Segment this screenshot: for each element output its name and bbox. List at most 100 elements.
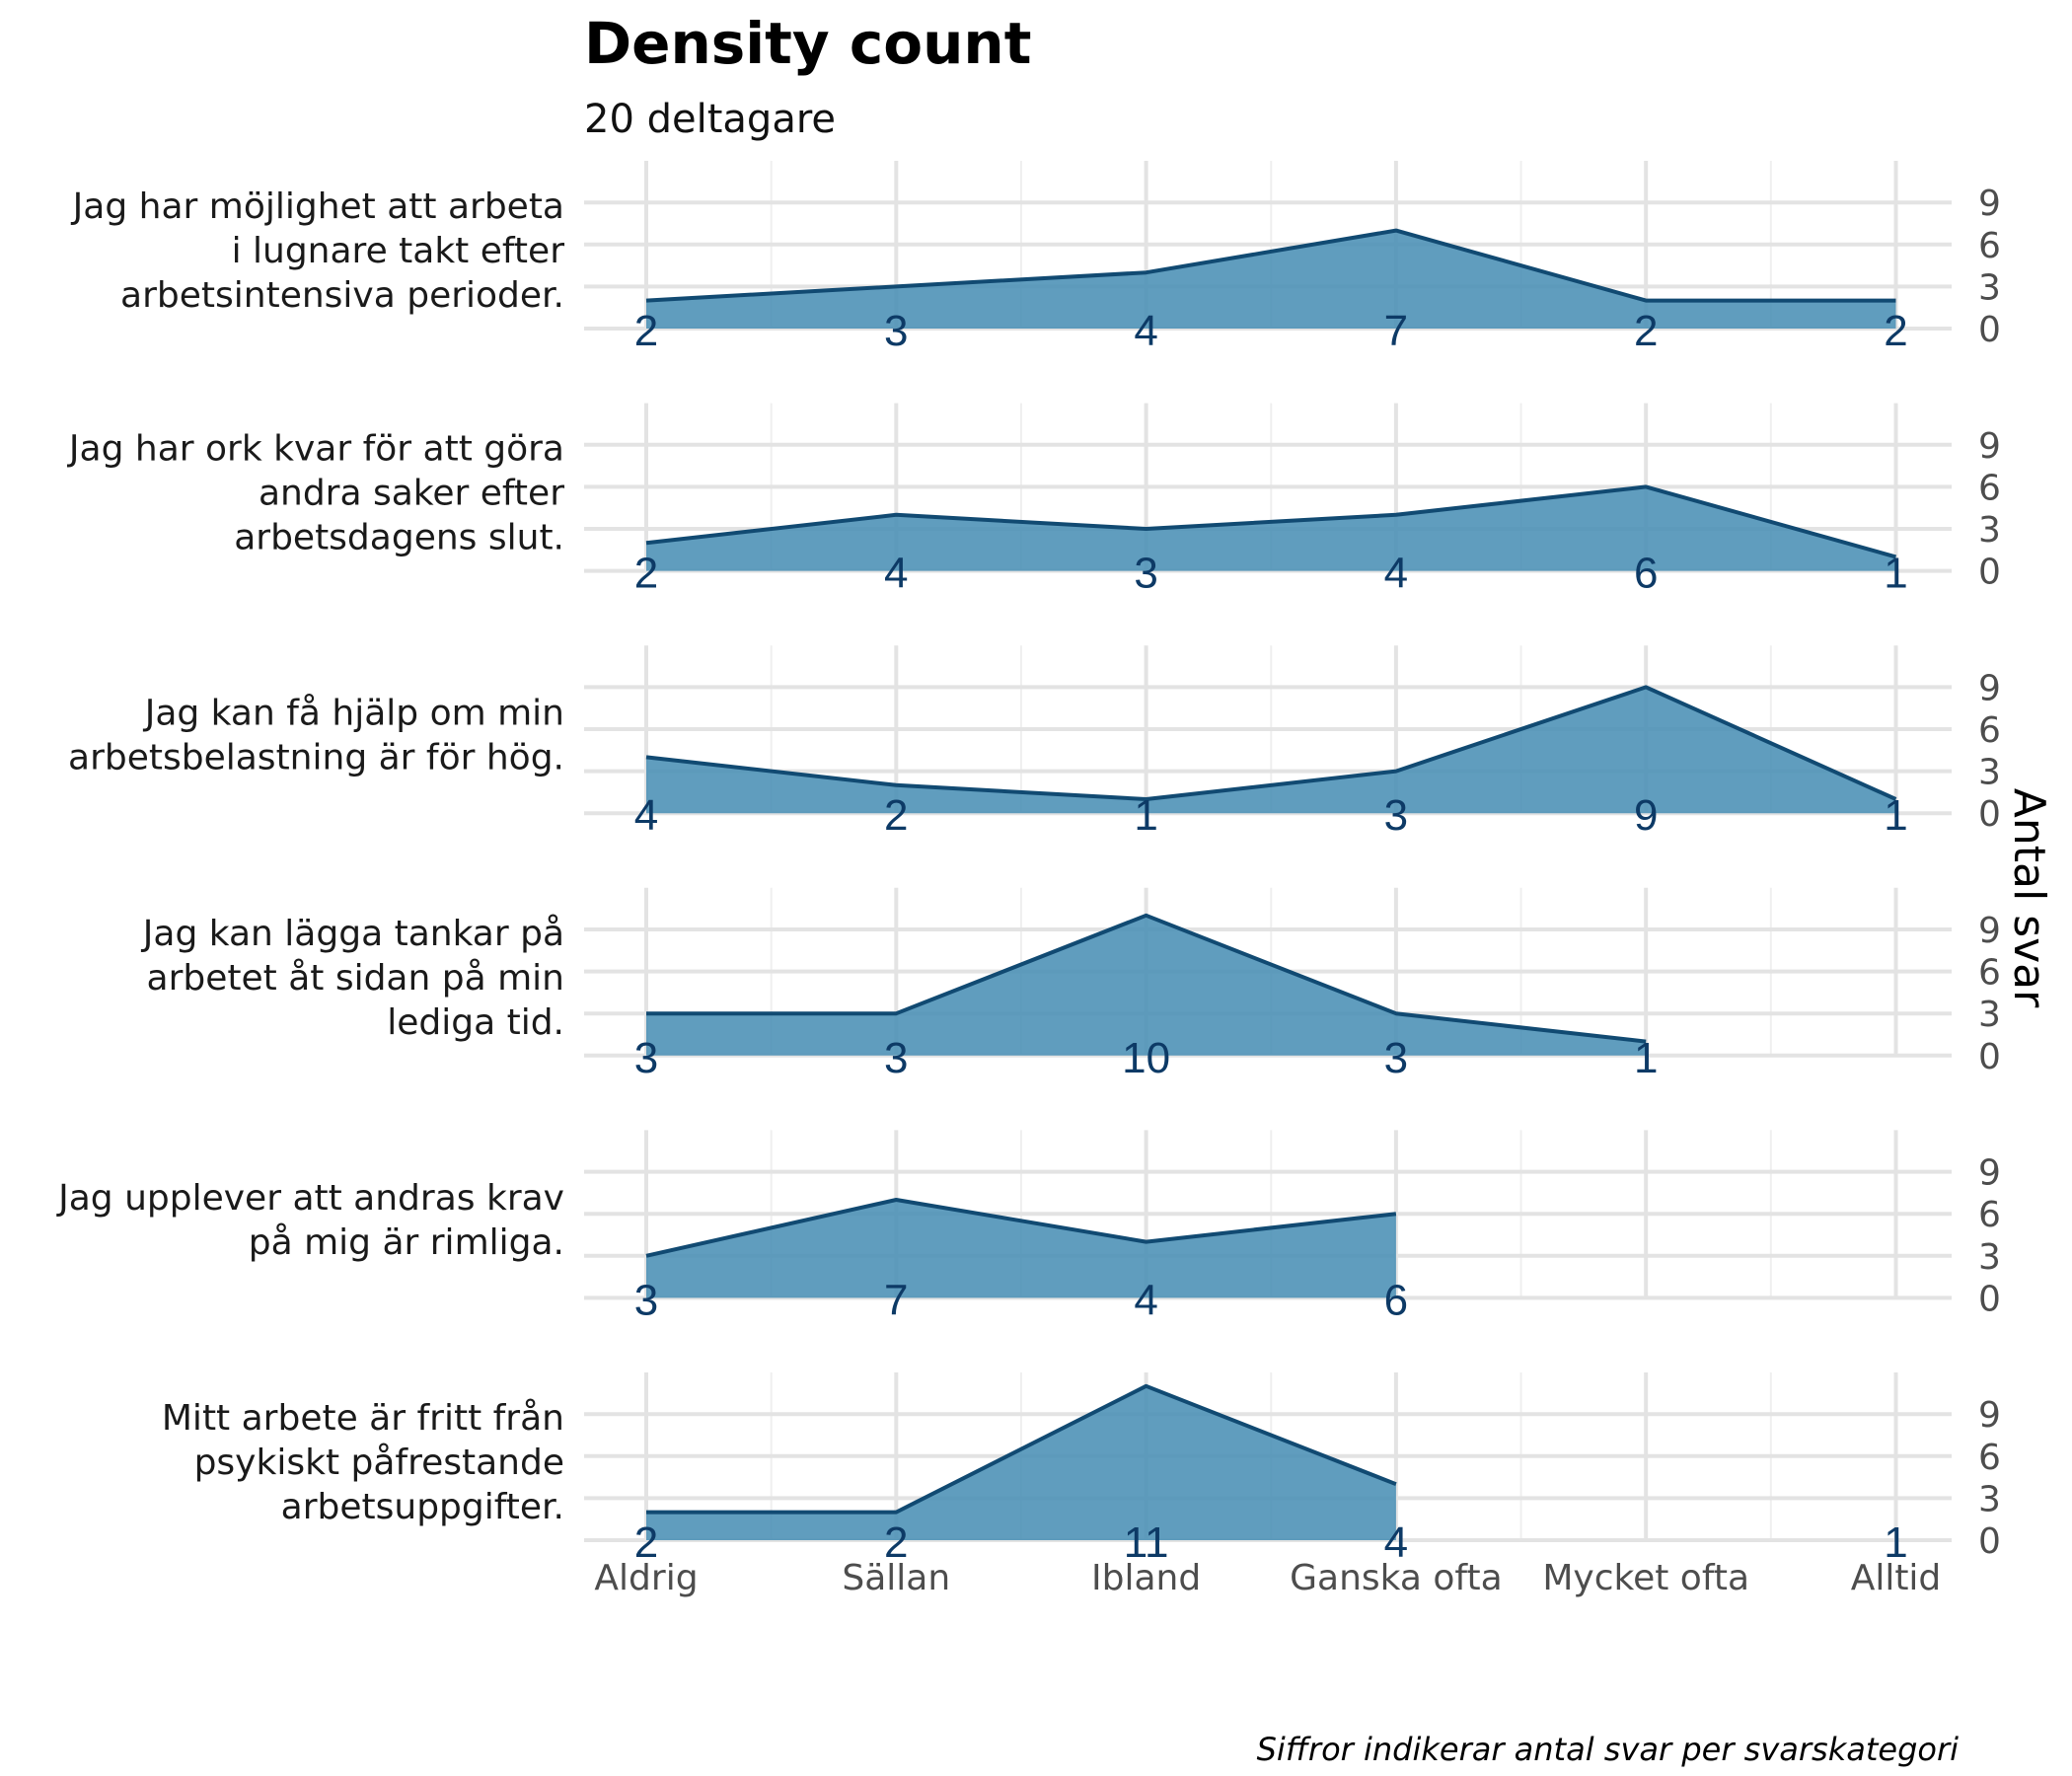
count-label: 9	[1634, 791, 1658, 840]
count-label: 1	[1634, 1034, 1658, 1082]
y-tick-label: 9	[1978, 911, 2001, 951]
y-tick-label: 0	[1978, 1037, 2001, 1077]
panel-label: arbetsuppgifter.	[281, 1487, 564, 1527]
density-line	[645, 1198, 1397, 1258]
y-axis-title: Antal svar	[2004, 788, 2054, 1008]
count-label: 3	[634, 1034, 658, 1082]
panel-label: på mig är rimliga.	[249, 1222, 564, 1263]
density-area	[646, 915, 1647, 1056]
y-tick-label: 0	[1978, 1279, 2001, 1319]
count-label: 2	[884, 791, 908, 840]
panel-label: Mitt arbete är fritt från	[162, 1398, 564, 1439]
density-area	[646, 1200, 1396, 1298]
count-label: 3	[884, 1034, 908, 1082]
count-label: 7	[1384, 307, 1408, 355]
density-line	[646, 1383, 1397, 1515]
density-area	[646, 230, 1896, 329]
caption: Siffror indikerar antal svar per svarska…	[1257, 1731, 1960, 1768]
x-tick-label: Aldrig	[594, 1558, 698, 1598]
y-tick-label: 9	[1978, 1153, 2001, 1194]
panel-label: arbetsdagens slut.	[234, 518, 564, 558]
count-label: 2	[634, 307, 658, 355]
chart-title: Density count	[584, 10, 1031, 77]
y-tick-label: 6	[1978, 710, 2001, 751]
count-label: 7	[884, 1276, 908, 1324]
x-tick-label: Sällan	[842, 1558, 950, 1598]
count-label: 3	[1384, 791, 1408, 840]
count-label: 4	[1384, 1518, 1408, 1567]
count-label: 2	[1884, 307, 1907, 355]
panel-label: lediga tid.	[387, 1002, 564, 1043]
y-tick-label: 3	[1978, 510, 2001, 551]
x-axis: Aldrig Sällan Ibland Ganska ofta Mycket ofta…	[594, 1558, 1941, 1598]
y-tick-label: 9	[1978, 1395, 2001, 1436]
count-label: 4	[1134, 1276, 1157, 1324]
y-tick-label: 6	[1978, 226, 2001, 266]
x-tick-label: Mycket ofta	[1542, 1558, 1749, 1598]
count-label: 4	[1384, 550, 1408, 598]
panel-label: i lugnare takt efter	[232, 231, 565, 271]
y-tick-label: 9	[1978, 184, 2001, 224]
count-label: 2	[884, 1518, 908, 1567]
panel-label: Jag kan få hjälp om min	[143, 694, 564, 734]
density-area	[646, 486, 1896, 571]
count-label: 2	[634, 550, 658, 598]
x-tick-label: Ibland	[1091, 1558, 1201, 1598]
count-label: 3	[884, 307, 908, 355]
panel-label: Jag kan lägga tankar på	[141, 914, 564, 954]
x-tick-label: Ganska ofta	[1290, 1558, 1503, 1598]
y-tick-label: 6	[1978, 953, 2001, 994]
count-label: 6	[1634, 550, 1658, 598]
density-line	[646, 913, 1647, 1044]
y-tick-label: 0	[1978, 794, 2001, 835]
panel-label: arbetet åt sidan på min	[147, 958, 564, 999]
panel-label: Jag har möjlighet att arbeta	[71, 186, 564, 227]
y-tick-label: 6	[1978, 468, 2001, 508]
count-label: 11	[1124, 1518, 1169, 1567]
count-label: 2	[1634, 307, 1658, 355]
density-area	[646, 1385, 1396, 1540]
y-tick-label: 0	[1978, 1521, 2001, 1562]
y-tick-label: 6	[1978, 1438, 2001, 1478]
density-line	[645, 685, 1897, 801]
panel-label: Jag upplever att andras krav	[56, 1178, 564, 1219]
count-label: 3	[1384, 1034, 1408, 1082]
y-tick-label: 3	[1978, 753, 2001, 793]
count-label: 4	[884, 550, 908, 598]
count-label: 1	[1884, 791, 1907, 840]
y-tick-label: 6	[1978, 1195, 2001, 1235]
count-label: 4	[1134, 307, 1157, 355]
panel-label: psykiskt påfrestande	[194, 1443, 564, 1483]
count-label: 10	[1122, 1034, 1170, 1082]
count-label: 2	[634, 1518, 658, 1567]
y-tick-label: 3	[1978, 1237, 2001, 1278]
y-tick-label: 9	[1978, 668, 2001, 708]
count-label: 1	[1884, 550, 1907, 598]
y-tick-label: 0	[1978, 310, 2001, 350]
density-area	[646, 687, 1896, 814]
y-tick-label: 3	[1978, 1479, 2001, 1519]
y-tick-label: 3	[1978, 267, 2001, 308]
density-line	[645, 484, 1897, 559]
chart-subtitle: 20 deltagare	[584, 97, 836, 142]
y-tick-label: 3	[1978, 995, 2001, 1035]
y-tick-label: 0	[1978, 553, 2001, 593]
count-label: 1	[1134, 791, 1157, 840]
panel-label: andra saker efter	[259, 474, 564, 514]
panel-label: arbetsbelastning är för hög.	[68, 738, 564, 778]
count-label: 3	[634, 1276, 658, 1324]
count-label: 6	[1384, 1276, 1408, 1324]
count-label: 4	[634, 791, 658, 840]
count-label: 3	[1134, 550, 1157, 598]
panel-label: Jag har ork kvar för att göra	[67, 429, 564, 470]
density-line	[645, 228, 1896, 303]
count-label: 1	[1884, 1518, 1907, 1567]
